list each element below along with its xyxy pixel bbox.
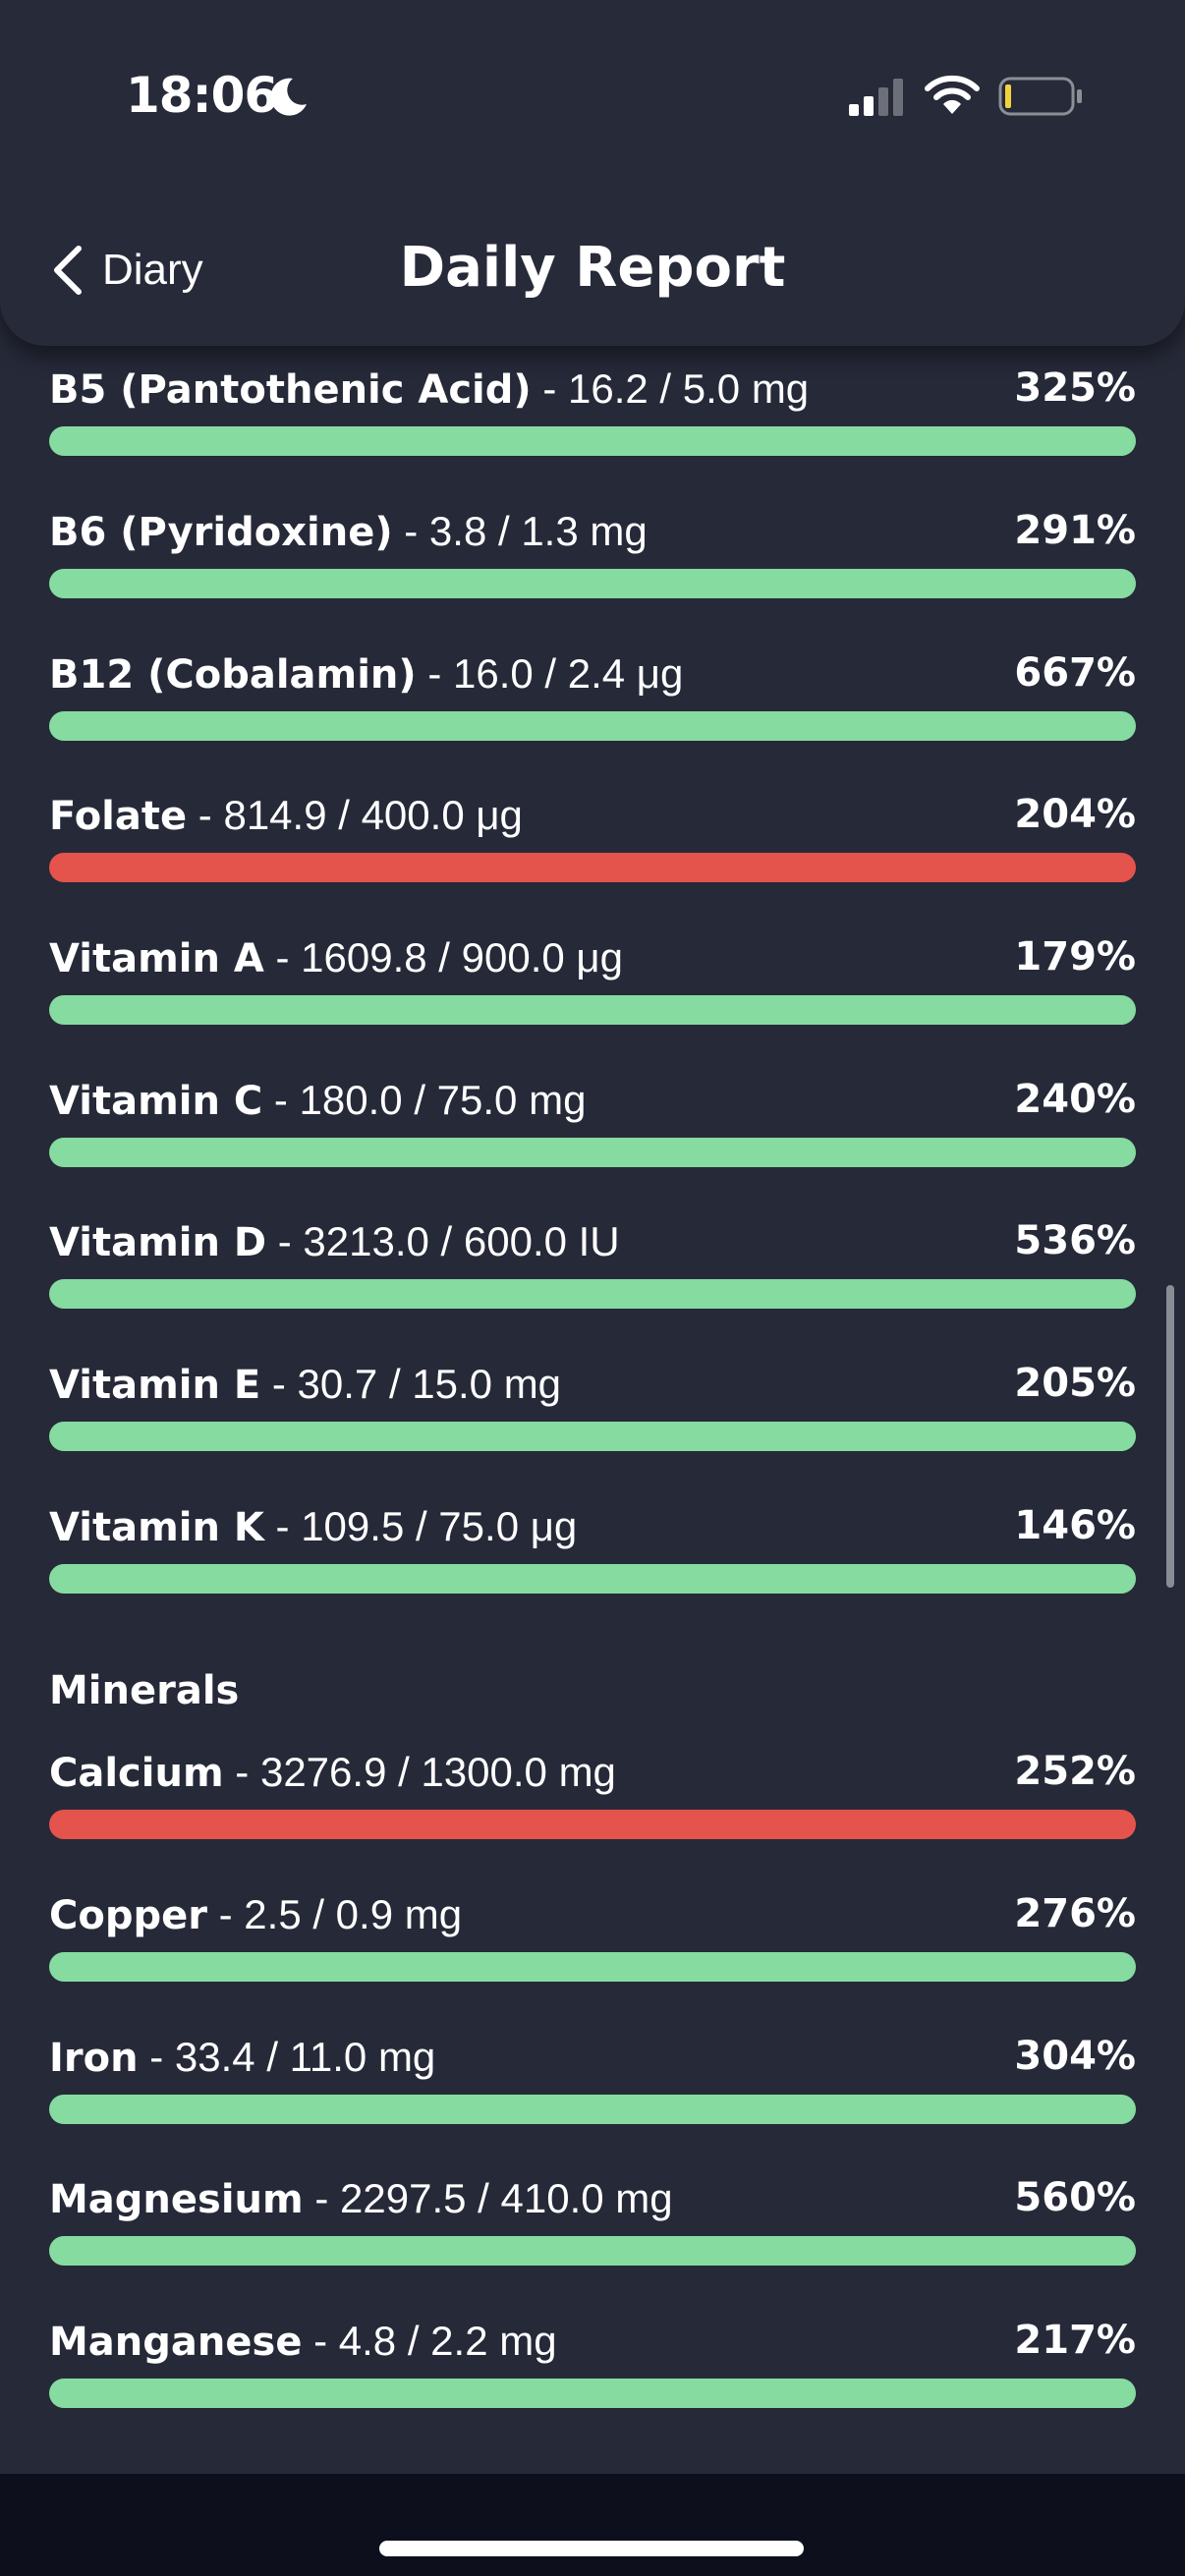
- nutrient-percent: 205%: [1014, 1361, 1136, 1406]
- moon-icon: [270, 78, 307, 116]
- nutrient-progress-bar: [49, 853, 1136, 882]
- mineral-row-calcium: Calcium - 3276.9 / 1300.0 mg 252%: [49, 1749, 1136, 1847]
- nutrient-percent: 291%: [1014, 508, 1136, 553]
- mineral-row-copper: Copper - 2.5 / 0.9 mg 276%: [49, 1891, 1136, 1989]
- nutrient-percent: 667%: [1014, 650, 1136, 696]
- nutrient-percent: 146%: [1014, 1503, 1136, 1548]
- mineral-progress-bar: [49, 1810, 1136, 1839]
- mineral-progress-bar: [49, 2379, 1136, 2408]
- nutrient-progress-bar: [49, 995, 1136, 1025]
- nutrient-progress-bar: [49, 426, 1136, 456]
- mineral-progress-bar: [49, 2095, 1136, 2124]
- mineral-label: Magnesium - 2297.5 / 410.0 mg: [49, 2175, 673, 2222]
- status-bar: 18:06: [0, 0, 1185, 187]
- mineral-percent: 217%: [1014, 2318, 1136, 2363]
- mineral-percent: 304%: [1014, 2034, 1136, 2079]
- nutrient-progress-bar: [49, 569, 1136, 598]
- nutrient-row-vitamin-k: Vitamin K - 109.5 / 75.0 μg 146%: [49, 1503, 1136, 1601]
- back-button[interactable]: Diary: [49, 240, 203, 301]
- nutrient-row-vitamin-e: Vitamin E - 30.7 / 15.0 mg 205%: [49, 1361, 1136, 1459]
- nutrient-label: Vitamin K - 109.5 / 75.0 μg: [49, 1503, 578, 1550]
- bottom-safe-area: [0, 2474, 1185, 2576]
- nutrient-progress-bar: [49, 711, 1136, 741]
- nutrient-percent: 179%: [1014, 934, 1136, 980]
- nutrient-label: Vitamin E - 30.7 / 15.0 mg: [49, 1361, 562, 1408]
- nutrient-percent: 204%: [1014, 792, 1136, 837]
- chevron-left-icon: [54, 246, 82, 295]
- page-title: Daily Report: [399, 236, 786, 300]
- mineral-row-magnesium: Magnesium - 2297.5 / 410.0 mg 560%: [49, 2175, 1136, 2273]
- nutrient-percent: 536%: [1014, 1218, 1136, 1263]
- nutrient-percent: 325%: [1014, 365, 1136, 411]
- nutrient-progress-bar: [49, 1138, 1136, 1167]
- mineral-percent: 276%: [1014, 1891, 1136, 1936]
- section-heading-minerals: Minerals: [49, 1668, 240, 1713]
- back-label: Diary: [102, 246, 203, 294]
- battery-low-icon: [998, 77, 1082, 116]
- report-scroll-area[interactable]: B5 (Pantothenic Acid) - 16.2 / 5.0 mg 32…: [0, 0, 1185, 2474]
- scroll-indicator[interactable]: [1166, 1285, 1174, 1588]
- nutrient-label: Vitamin D - 3213.0 / 600.0 IU: [49, 1218, 620, 1265]
- home-indicator[interactable]: [379, 2541, 804, 2556]
- nutrient-row-vitamin-d: Vitamin D - 3213.0 / 600.0 IU 536%: [49, 1218, 1136, 1316]
- mineral-progress-bar: [49, 2236, 1136, 2266]
- nutrient-progress-bar: [49, 1564, 1136, 1594]
- nutrient-row-b6: B6 (Pyridoxine) - 3.8 / 1.3 mg 291%: [49, 508, 1136, 606]
- status-time: 18:06: [126, 67, 278, 124]
- mineral-label: Copper - 2.5 / 0.9 mg: [49, 1891, 463, 1938]
- nutrient-label: Folate - 814.9 / 400.0 μg: [49, 792, 523, 839]
- nutrient-label: B5 (Pantothenic Acid) - 16.2 / 5.0 mg: [49, 365, 810, 413]
- mineral-progress-bar: [49, 1952, 1136, 1982]
- mineral-percent: 560%: [1014, 2175, 1136, 2220]
- nutrient-progress-bar: [49, 1422, 1136, 1451]
- nutrient-row-folate: Folate - 814.9 / 400.0 μg 204%: [49, 792, 1136, 890]
- mineral-row-manganese: Manganese - 4.8 / 2.2 mg 217%: [49, 2318, 1136, 2416]
- nutrient-row-vitamin-a: Vitamin A - 1609.8 / 900.0 μg 179%: [49, 934, 1136, 1033]
- nutrient-row-b5: B5 (Pantothenic Acid) - 16.2 / 5.0 mg 32…: [49, 365, 1136, 464]
- nutrient-label: B6 (Pyridoxine) - 3.8 / 1.3 mg: [49, 508, 648, 555]
- nutrient-percent: 240%: [1014, 1077, 1136, 1122]
- wifi-icon: [925, 75, 980, 114]
- nutrient-row-b12: B12 (Cobalamin) - 16.0 / 2.4 μg 667%: [49, 650, 1136, 749]
- nutrient-label: Vitamin A - 1609.8 / 900.0 μg: [49, 934, 623, 981]
- nutrient-progress-bar: [49, 1279, 1136, 1309]
- nav-header: 18:06 Diary Daily Report: [0, 0, 1185, 346]
- cellular-signal-icon: [849, 79, 903, 116]
- mineral-percent: 252%: [1014, 1749, 1136, 1794]
- nutrient-label: B12 (Cobalamin) - 16.0 / 2.4 μg: [49, 650, 684, 698]
- mineral-label: Iron - 33.4 / 11.0 mg: [49, 2034, 436, 2081]
- nutrient-row-vitamin-c: Vitamin C - 180.0 / 75.0 mg 240%: [49, 1077, 1136, 1175]
- mineral-row-iron: Iron - 33.4 / 11.0 mg 304%: [49, 2034, 1136, 2132]
- mineral-label: Calcium - 3276.9 / 1300.0 mg: [49, 1749, 616, 1796]
- nutrient-label: Vitamin C - 180.0 / 75.0 mg: [49, 1077, 587, 1124]
- mineral-label: Manganese - 4.8 / 2.2 mg: [49, 2318, 557, 2365]
